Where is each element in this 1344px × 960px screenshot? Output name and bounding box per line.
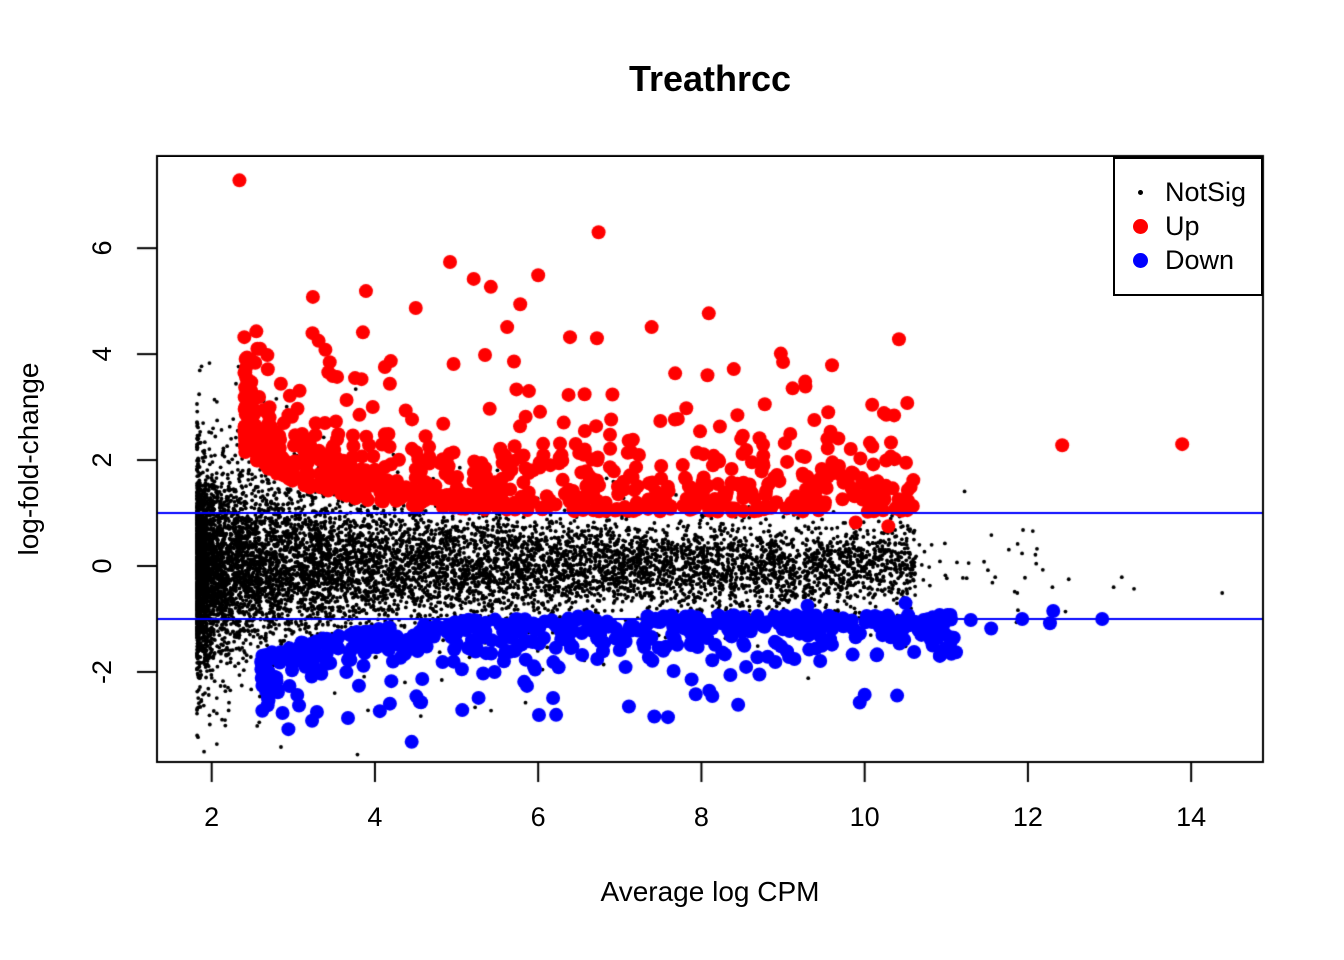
y-tick-label: 4 xyxy=(87,346,117,362)
x-tick-label: 8 xyxy=(693,802,709,832)
x-tick-label: 4 xyxy=(367,802,383,832)
legend-marker-dot-icon xyxy=(1137,190,1143,195)
legend-entry: NotSig xyxy=(1115,176,1261,210)
legend-entry: Down xyxy=(1115,244,1261,278)
legend-marker-cell xyxy=(1115,190,1165,195)
x-tick-label: 14 xyxy=(1176,802,1207,832)
legend-marker-cell xyxy=(1115,219,1165,234)
legend-marker-dot-icon xyxy=(1132,219,1148,234)
legend-label: NotSig xyxy=(1165,177,1247,207)
y-tick-label: -2 xyxy=(87,659,117,684)
legend-label: Down xyxy=(1165,245,1235,275)
legend-marker-dot-icon xyxy=(1132,253,1148,268)
x-tick-label: 12 xyxy=(1012,802,1043,832)
x-tick-label: 6 xyxy=(530,802,546,832)
chart-title: Treathrcc xyxy=(628,58,792,99)
legend-box: NotSig Up Down xyxy=(1113,157,1263,296)
y-axis-label: log-fold-change xyxy=(13,362,44,556)
x-tick-label: 2 xyxy=(204,802,220,832)
legend-marker-cell xyxy=(1115,253,1165,268)
legend-entry: Up xyxy=(1115,210,1261,244)
legend-label: Up xyxy=(1165,211,1200,241)
y-tick-label: 6 xyxy=(87,240,117,256)
x-tick-label: 10 xyxy=(849,802,880,832)
x-axis-label: Average log CPM xyxy=(600,876,820,907)
y-tick-label: 0 xyxy=(87,558,117,574)
y-tick-label: 2 xyxy=(87,452,117,468)
